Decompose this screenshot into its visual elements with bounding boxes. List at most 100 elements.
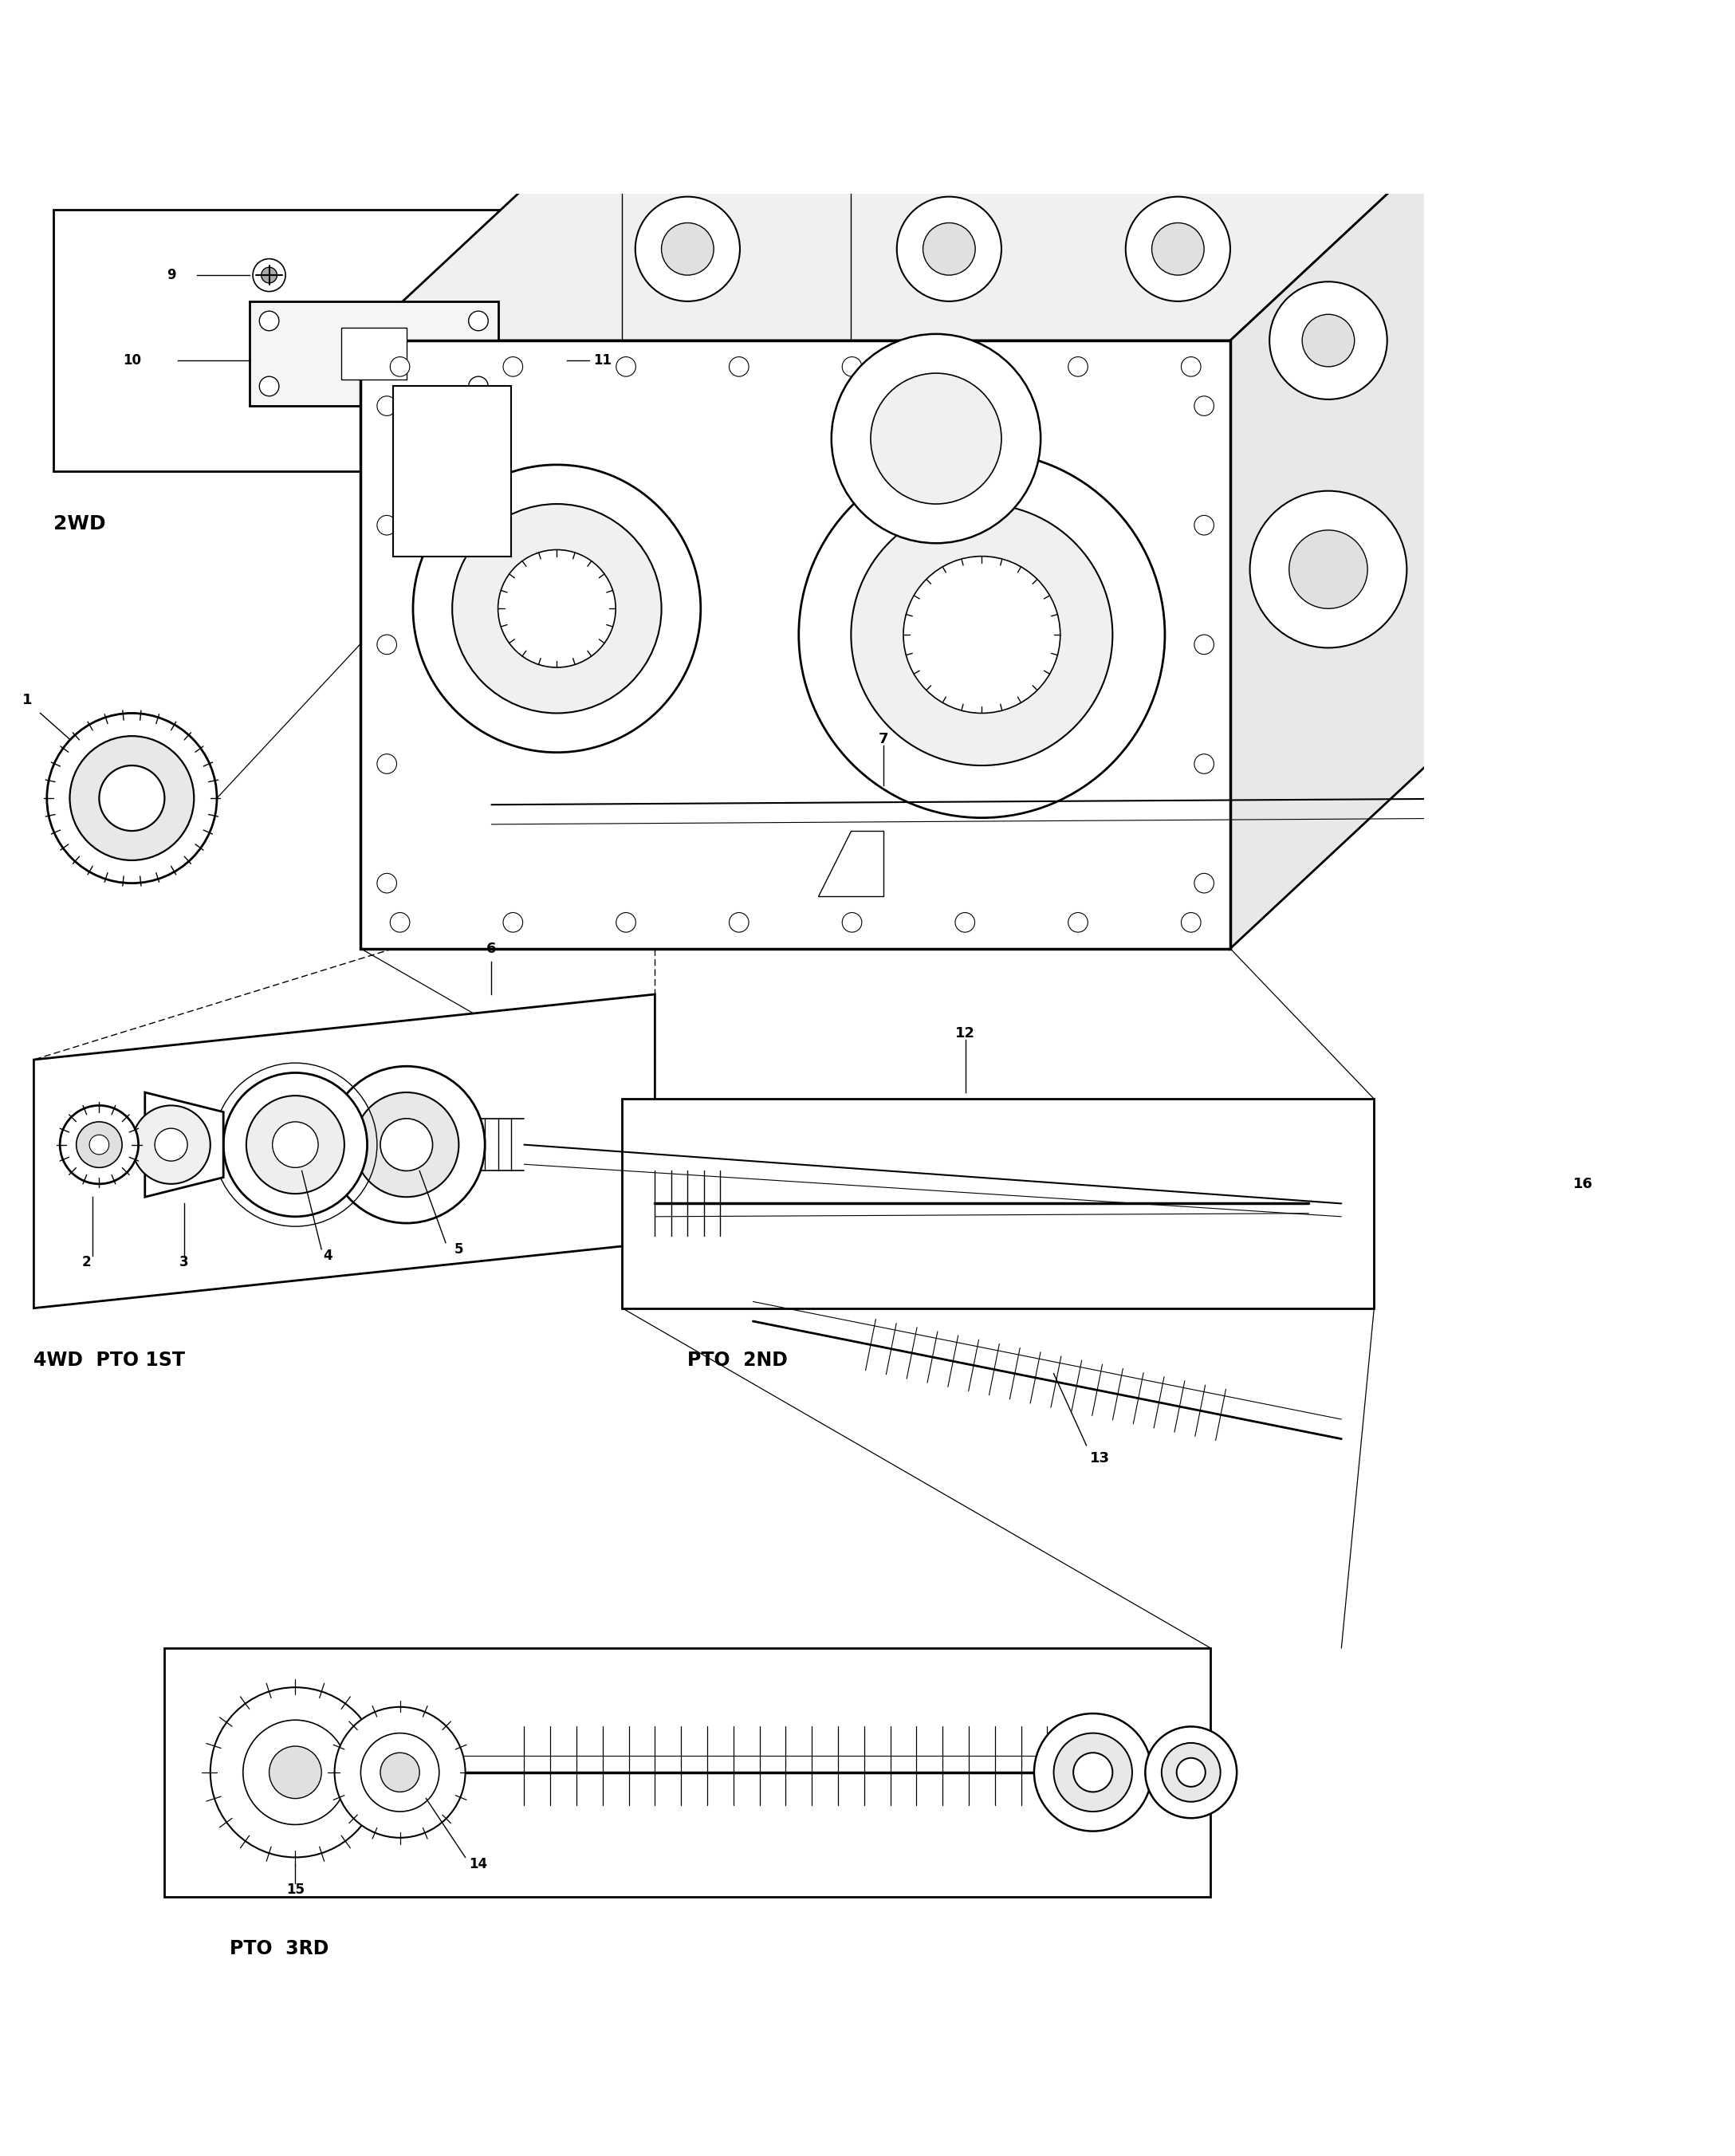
Circle shape xyxy=(269,1746,321,1798)
Text: 5: 5 xyxy=(455,1242,463,1257)
Circle shape xyxy=(503,358,522,377)
Circle shape xyxy=(354,1093,458,1197)
Circle shape xyxy=(380,1119,432,1171)
Circle shape xyxy=(1570,1263,1596,1289)
Circle shape xyxy=(871,373,1001,505)
Circle shape xyxy=(897,196,1001,302)
Circle shape xyxy=(272,1121,318,1169)
Circle shape xyxy=(503,912,522,931)
Circle shape xyxy=(1182,912,1201,931)
Text: 15: 15 xyxy=(286,1882,304,1897)
Text: 1: 1 xyxy=(23,692,33,707)
Circle shape xyxy=(1069,358,1088,377)
Circle shape xyxy=(956,912,975,931)
Circle shape xyxy=(1473,1257,1509,1294)
Text: 2WD: 2WD xyxy=(54,513,106,533)
Circle shape xyxy=(956,358,975,377)
Circle shape xyxy=(1303,315,1355,367)
Bar xyxy=(361,341,1230,949)
Circle shape xyxy=(69,735,194,860)
Text: 4: 4 xyxy=(323,1248,333,1263)
Text: 3: 3 xyxy=(179,1255,189,1270)
Circle shape xyxy=(76,1121,121,1169)
Text: 14: 14 xyxy=(468,1856,488,1871)
Circle shape xyxy=(1053,1733,1133,1811)
Circle shape xyxy=(1176,1757,1206,1787)
Circle shape xyxy=(259,377,279,397)
Text: 16: 16 xyxy=(1574,1177,1593,1190)
Polygon shape xyxy=(33,994,654,1309)
Circle shape xyxy=(498,550,616,668)
Circle shape xyxy=(47,714,217,884)
Circle shape xyxy=(1194,515,1214,535)
Circle shape xyxy=(390,358,409,377)
Circle shape xyxy=(99,765,165,830)
Circle shape xyxy=(1633,696,1678,742)
Text: 12: 12 xyxy=(956,1026,975,1041)
Circle shape xyxy=(1194,397,1214,416)
Circle shape xyxy=(661,222,713,276)
Bar xyxy=(623,1100,1374,1309)
Circle shape xyxy=(1162,1742,1220,1802)
Circle shape xyxy=(1707,675,1735,765)
Bar xyxy=(54,209,564,472)
Circle shape xyxy=(635,196,739,302)
Circle shape xyxy=(1456,1240,1529,1311)
Circle shape xyxy=(210,1688,380,1856)
Circle shape xyxy=(852,505,1112,765)
Bar xyxy=(394,386,512,556)
Circle shape xyxy=(376,634,397,653)
Circle shape xyxy=(1182,358,1201,377)
Circle shape xyxy=(90,1134,109,1153)
Polygon shape xyxy=(819,830,883,897)
Circle shape xyxy=(1145,1727,1237,1818)
Text: 6: 6 xyxy=(486,942,496,955)
Circle shape xyxy=(1074,1753,1112,1792)
Circle shape xyxy=(328,1067,484,1222)
Circle shape xyxy=(1194,873,1214,893)
Text: 13: 13 xyxy=(1090,1451,1109,1466)
Circle shape xyxy=(262,267,278,282)
Circle shape xyxy=(1194,634,1214,653)
Circle shape xyxy=(1544,1235,1622,1315)
Circle shape xyxy=(361,1733,439,1811)
Circle shape xyxy=(1596,662,1714,778)
Text: 2: 2 xyxy=(82,1255,90,1270)
Text: PTO  2ND: PTO 2ND xyxy=(687,1352,788,1369)
Circle shape xyxy=(154,1128,187,1162)
Circle shape xyxy=(1194,755,1214,774)
Circle shape xyxy=(253,259,286,291)
Circle shape xyxy=(616,912,635,931)
Circle shape xyxy=(376,515,397,535)
Circle shape xyxy=(841,358,862,377)
Text: 7: 7 xyxy=(878,733,888,746)
Circle shape xyxy=(380,1753,420,1792)
Circle shape xyxy=(468,310,488,330)
Circle shape xyxy=(831,334,1041,543)
Circle shape xyxy=(453,505,661,714)
Circle shape xyxy=(1614,677,1699,763)
Circle shape xyxy=(335,1708,465,1837)
Text: 10: 10 xyxy=(123,354,141,367)
Polygon shape xyxy=(146,1093,224,1197)
Circle shape xyxy=(616,358,635,377)
Circle shape xyxy=(1126,196,1230,302)
Circle shape xyxy=(61,1106,139,1184)
Circle shape xyxy=(376,397,397,416)
Circle shape xyxy=(259,310,279,330)
Text: 11: 11 xyxy=(593,354,612,367)
Circle shape xyxy=(224,1074,368,1216)
Circle shape xyxy=(1721,688,1735,752)
Bar xyxy=(250,302,498,405)
Polygon shape xyxy=(361,157,1426,341)
Circle shape xyxy=(1270,282,1388,399)
Circle shape xyxy=(1069,912,1088,931)
Polygon shape xyxy=(1230,157,1426,949)
Text: PTO  3RD: PTO 3RD xyxy=(231,1938,330,1958)
Circle shape xyxy=(729,912,750,931)
Bar xyxy=(165,1647,1211,1897)
Circle shape xyxy=(390,912,409,931)
Circle shape xyxy=(1556,1248,1610,1302)
Bar xyxy=(342,328,406,379)
Circle shape xyxy=(246,1095,344,1194)
